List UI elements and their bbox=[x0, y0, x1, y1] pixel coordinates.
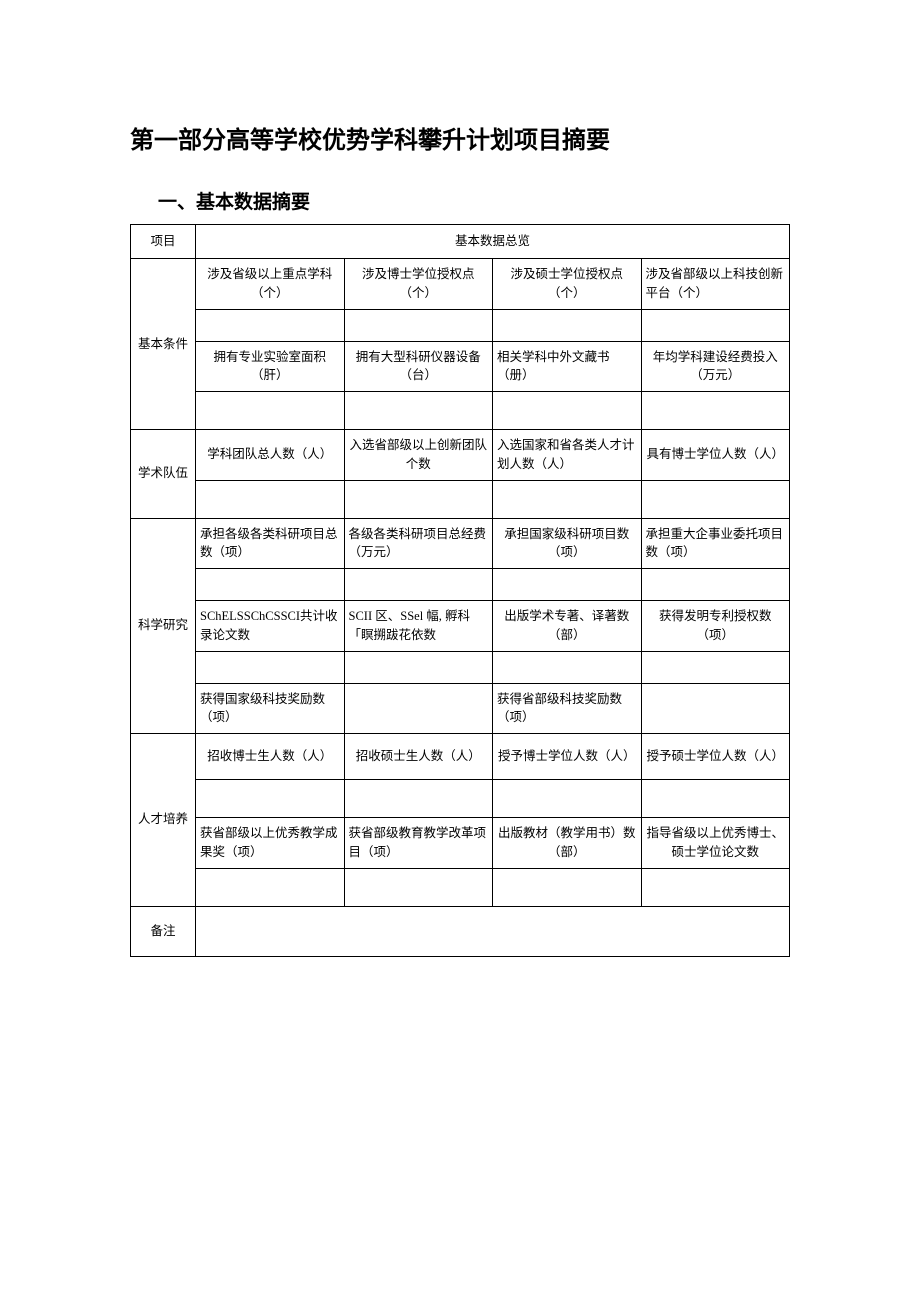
cell-value bbox=[196, 569, 345, 601]
table-row bbox=[131, 309, 790, 341]
cell-label: 获得发明专利授权数（项） bbox=[641, 601, 790, 652]
cell-label: 具有博士学位人数（人） bbox=[641, 430, 790, 481]
table-row bbox=[131, 780, 790, 818]
cell-label: 出版教材（教学用书）数（部） bbox=[493, 818, 642, 869]
cell-value bbox=[641, 780, 790, 818]
cell-value bbox=[196, 480, 345, 518]
cell-value bbox=[493, 392, 642, 430]
cell-value bbox=[344, 480, 493, 518]
data-table: 项目 基本数据总览 基本条件 涉及省级以上重点学科（个） 涉及博士学位授权点（个… bbox=[130, 224, 790, 957]
page-title: 第一部分高等学校优势学科攀升计划项目摘要 bbox=[130, 120, 790, 155]
cell-value bbox=[344, 309, 493, 341]
table-row: 学术队伍 学科团队总人数（人） 入选省部级以上创新团队个数 入选国家和省各类人才… bbox=[131, 430, 790, 481]
cell-value bbox=[196, 651, 345, 683]
cell-value bbox=[641, 651, 790, 683]
table-row: 人才培养 招收博士生人数（人） 招收硕士生人数（人） 授予博士学位人数（人） 授… bbox=[131, 734, 790, 780]
table-row bbox=[131, 392, 790, 430]
cell-label bbox=[641, 683, 790, 734]
cell-label: 招收硕士生人数（人） bbox=[344, 734, 493, 780]
cell-value bbox=[344, 569, 493, 601]
cell-label: 出版学术专著、译著数（部） bbox=[493, 601, 642, 652]
cell-label: SCII 区、SSel 幅, 孵科「瞑搠跋花依数 bbox=[344, 601, 493, 652]
cell-value bbox=[493, 480, 642, 518]
cell-label: 拥有专业实验室面积（肝） bbox=[196, 341, 345, 392]
table-row: 获得国家级科技奖励数（项） 获得省部级科技奖励数（项） bbox=[131, 683, 790, 734]
cell-label: 各级各类科研项目总经费（万元） bbox=[344, 518, 493, 569]
cell-label: 入选省部级以上创新团队个数 bbox=[344, 430, 493, 481]
cell-value bbox=[344, 651, 493, 683]
cell-label: 涉及博士学位授权点（个） bbox=[344, 259, 493, 310]
section-label: 科学研究 bbox=[131, 518, 196, 734]
cell-label: 涉及省级以上重点学科（个） bbox=[196, 259, 345, 310]
cell-value bbox=[344, 392, 493, 430]
cell-label: 涉及省部级以上科技创新平台（个） bbox=[641, 259, 790, 310]
table-row bbox=[131, 480, 790, 518]
table-row: 科学研究 承担各级各类科研项目总数（项） 各级各类科研项目总经费（万元） 承担国… bbox=[131, 518, 790, 569]
header-col1: 项目 bbox=[131, 225, 196, 259]
table-row: 备注 bbox=[131, 906, 790, 956]
cell-label: 入选国家和省各类人才计划人数（人） bbox=[493, 430, 642, 481]
cell-value bbox=[641, 569, 790, 601]
table-row bbox=[131, 868, 790, 906]
cell-value bbox=[196, 309, 345, 341]
note-value bbox=[196, 906, 790, 956]
cell-label: SChELSSChCSSCI共计收录论文数 bbox=[196, 601, 345, 652]
cell-label bbox=[344, 683, 493, 734]
table-row: 基本条件 涉及省级以上重点学科（个） 涉及博士学位授权点（个） 涉及硕士学位授权… bbox=[131, 259, 790, 310]
cell-value bbox=[493, 868, 642, 906]
cell-label: 获得国家级科技奖励数（项） bbox=[196, 683, 345, 734]
cell-value bbox=[344, 868, 493, 906]
table-row: SChELSSChCSSCI共计收录论文数 SCII 区、SSel 幅, 孵科「… bbox=[131, 601, 790, 652]
cell-label: 获得省部级科技奖励数（项） bbox=[493, 683, 642, 734]
cell-value bbox=[641, 480, 790, 518]
cell-label: 承担重大企事业委托项目数（项） bbox=[641, 518, 790, 569]
cell-value bbox=[641, 309, 790, 341]
table-row bbox=[131, 569, 790, 601]
note-label: 备注 bbox=[131, 906, 196, 956]
section-label: 基本条件 bbox=[131, 259, 196, 430]
section-subtitle: 一、基本数据摘要 bbox=[158, 187, 790, 214]
cell-value bbox=[641, 392, 790, 430]
table-row bbox=[131, 651, 790, 683]
cell-label: 学科团队总人数（人） bbox=[196, 430, 345, 481]
cell-label: 涉及硕士学位授权点（个） bbox=[493, 259, 642, 310]
table-row: 拥有专业实验室面积（肝） 拥有大型科研仪器设备（台） 相关学科中外文藏书（册） … bbox=[131, 341, 790, 392]
cell-value bbox=[196, 780, 345, 818]
cell-value bbox=[493, 569, 642, 601]
cell-value bbox=[493, 780, 642, 818]
section-label: 学术队伍 bbox=[131, 430, 196, 519]
cell-value bbox=[641, 868, 790, 906]
header-col2: 基本数据总览 bbox=[196, 225, 790, 259]
cell-label: 年均学科建设经费投入（万元） bbox=[641, 341, 790, 392]
cell-label: 相关学科中外文藏书（册） bbox=[493, 341, 642, 392]
cell-label: 授予硕士学位人数（人） bbox=[641, 734, 790, 780]
cell-label: 授予博士学位人数（人） bbox=[493, 734, 642, 780]
cell-value bbox=[196, 868, 345, 906]
cell-label: 获省部级教育教学改革项目（项） bbox=[344, 818, 493, 869]
cell-value bbox=[196, 392, 345, 430]
section-label: 人才培养 bbox=[131, 734, 196, 907]
cell-label: 招收博士生人数（人） bbox=[196, 734, 345, 780]
cell-label: 获省部级以上优秀教学成果奖（项） bbox=[196, 818, 345, 869]
cell-value bbox=[493, 309, 642, 341]
table-header-row: 项目 基本数据总览 bbox=[131, 225, 790, 259]
cell-value bbox=[493, 651, 642, 683]
cell-label: 指导省级以上优秀博士、硕士学位论文数 bbox=[641, 818, 790, 869]
cell-label: 承担国家级科研项目数（项） bbox=[493, 518, 642, 569]
cell-label: 拥有大型科研仪器设备（台） bbox=[344, 341, 493, 392]
cell-value bbox=[344, 780, 493, 818]
cell-label: 承担各级各类科研项目总数（项） bbox=[196, 518, 345, 569]
table-row: 获省部级以上优秀教学成果奖（项） 获省部级教育教学改革项目（项） 出版教材（教学… bbox=[131, 818, 790, 869]
